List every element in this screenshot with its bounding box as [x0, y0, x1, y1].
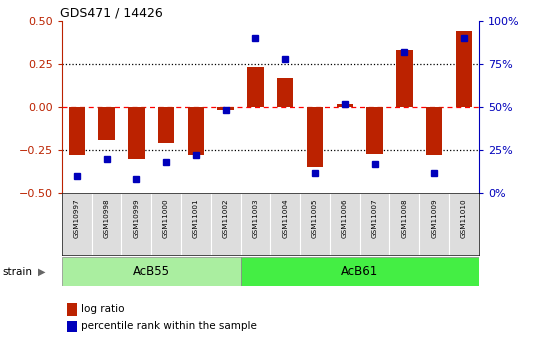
Bar: [449, 193, 479, 255]
Bar: [68, 107, 85, 155]
Bar: [181, 193, 211, 255]
Text: GDS471 / 14426: GDS471 / 14426: [60, 7, 162, 20]
Bar: [360, 193, 390, 255]
Text: GSM11007: GSM11007: [372, 198, 378, 238]
Text: GSM11002: GSM11002: [223, 198, 229, 238]
Text: GSM11004: GSM11004: [282, 198, 288, 238]
Text: strain: strain: [3, 267, 33, 277]
Bar: [122, 193, 151, 255]
Bar: [300, 193, 330, 255]
Text: GSM10997: GSM10997: [74, 198, 80, 238]
Bar: [151, 193, 181, 255]
Text: GSM11010: GSM11010: [461, 198, 467, 238]
Bar: [91, 193, 122, 255]
Bar: [330, 193, 360, 255]
Bar: [426, 107, 442, 155]
Text: GSM11001: GSM11001: [193, 198, 199, 238]
Bar: [456, 31, 472, 107]
Text: GSM11009: GSM11009: [431, 198, 437, 238]
Bar: [247, 67, 264, 107]
Text: GSM10998: GSM10998: [103, 198, 110, 238]
Text: GSM11000: GSM11000: [163, 198, 169, 238]
Bar: [366, 107, 383, 154]
Bar: [396, 50, 413, 107]
Bar: [62, 257, 240, 286]
Bar: [240, 193, 270, 255]
Text: GSM10999: GSM10999: [133, 198, 139, 238]
Text: GSM11006: GSM11006: [342, 198, 348, 238]
Bar: [128, 107, 145, 159]
Bar: [419, 193, 449, 255]
Text: AcB55: AcB55: [133, 265, 169, 278]
Bar: [211, 193, 240, 255]
Bar: [337, 104, 353, 107]
Bar: [307, 107, 323, 167]
Bar: [390, 193, 419, 255]
Text: log ratio: log ratio: [81, 304, 124, 314]
Text: GSM11005: GSM11005: [312, 198, 318, 238]
Text: AcB61: AcB61: [341, 265, 378, 278]
Text: percentile rank within the sample: percentile rank within the sample: [81, 322, 257, 331]
Bar: [270, 193, 300, 255]
Bar: [217, 107, 234, 110]
Bar: [188, 107, 204, 155]
Bar: [277, 78, 293, 107]
Text: GSM11008: GSM11008: [401, 198, 407, 238]
Bar: [240, 257, 479, 286]
Bar: [98, 107, 115, 140]
Text: GSM11003: GSM11003: [252, 198, 258, 238]
Bar: [158, 107, 174, 143]
Bar: [62, 193, 91, 255]
Text: ▶: ▶: [38, 267, 45, 277]
